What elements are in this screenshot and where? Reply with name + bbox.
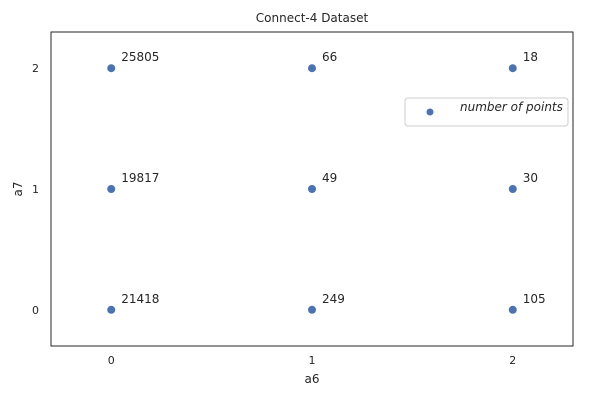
- data-point: [107, 64, 116, 73]
- data-point: [107, 185, 116, 193]
- data-point: [107, 305, 116, 314]
- legend-marker: [426, 108, 434, 116]
- x-axis-label: a6: [305, 372, 320, 386]
- y-tick-label: 0: [32, 304, 39, 317]
- data-label: 105: [523, 292, 546, 306]
- x-tick-label: 1: [309, 354, 316, 367]
- data-point: [508, 185, 517, 193]
- data-point: [308, 185, 316, 193]
- y-tick-label: 2: [32, 62, 39, 75]
- x-tick-label: 0: [108, 354, 115, 367]
- x-tick-labels: 0 1 2: [108, 354, 517, 367]
- data-label: 66: [322, 50, 337, 64]
- legend: number of points: [404, 97, 569, 127]
- chart-title: Connect-4 Dataset: [256, 11, 369, 25]
- data-label: 49: [322, 171, 337, 185]
- y-tick-label: 1: [32, 183, 39, 196]
- data-point: [508, 64, 517, 73]
- data-point: [508, 305, 517, 314]
- data-label: 249: [322, 292, 345, 306]
- legend-entry-label: number of points: [460, 100, 563, 114]
- data-label: 19817: [121, 171, 159, 185]
- data-point: [308, 64, 316, 73]
- data-label: 30: [523, 171, 538, 185]
- y-tick-labels: 0 1 2: [32, 62, 39, 317]
- data-points: [107, 64, 517, 314]
- data-label: 25805: [121, 50, 159, 64]
- y-axis-label: a7: [11, 182, 25, 197]
- data-label: 21418: [121, 292, 159, 306]
- data-labels: 25805 66 18 19817 49 30 21418 249 105: [121, 50, 545, 306]
- data-point: [308, 305, 316, 314]
- data-label: 18: [523, 50, 538, 64]
- legend-box: [404, 97, 569, 127]
- plot-frame: [50, 31, 574, 347]
- x-tick-label: 2: [509, 354, 516, 367]
